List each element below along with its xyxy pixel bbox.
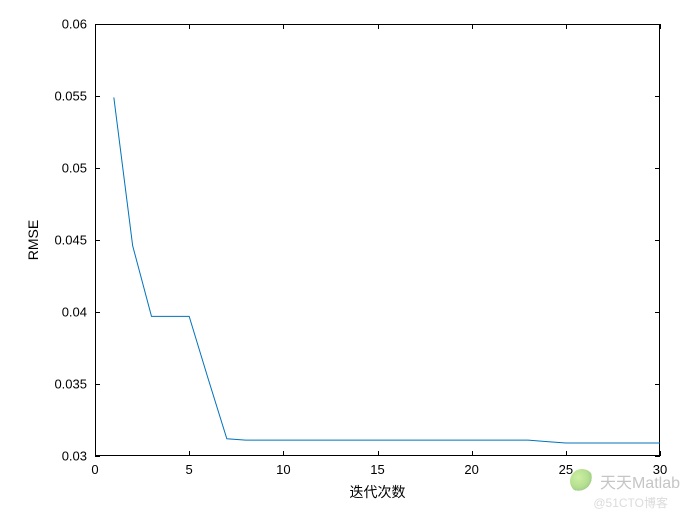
x-tick-top xyxy=(378,24,379,29)
y-tick-label: 0.035 xyxy=(54,377,87,392)
y-tick xyxy=(95,384,100,385)
y-tick-right xyxy=(655,168,660,169)
y-tick-label: 0.06 xyxy=(62,17,87,32)
y-tick-right xyxy=(655,24,660,25)
x-tick-label: 10 xyxy=(276,462,290,477)
x-axis-label: 迭代次数 xyxy=(350,482,406,502)
x-tick xyxy=(283,451,284,456)
y-tick xyxy=(95,240,100,241)
rmse-line xyxy=(114,97,660,443)
y-tick xyxy=(95,312,100,313)
x-tick-label: 20 xyxy=(464,462,478,477)
y-tick-label: 0.03 xyxy=(62,449,87,464)
y-tick-right xyxy=(655,384,660,385)
x-tick-label: 30 xyxy=(653,462,667,477)
x-tick-top xyxy=(283,24,284,29)
y-tick xyxy=(95,168,100,169)
x-tick xyxy=(472,451,473,456)
y-tick-label: 0.05 xyxy=(62,161,87,176)
y-tick-label: 0.055 xyxy=(54,89,87,104)
x-tick-top xyxy=(660,24,661,29)
figure-container: 0 5 10 15 20 25 30 0.03 0.035 0.04 0.045 0.05 0.055 0… xyxy=(0,0,700,525)
y-tick xyxy=(95,24,100,25)
x-tick-top xyxy=(566,24,567,29)
y-tick-right xyxy=(655,312,660,313)
y-tick-right xyxy=(655,240,660,241)
x-tick xyxy=(566,451,567,456)
y-axis-label: RMSE xyxy=(25,220,41,260)
chart-line-svg xyxy=(0,0,700,525)
x-tick-label: 15 xyxy=(370,462,384,477)
y-tick xyxy=(95,456,100,457)
y-tick-label: 0.04 xyxy=(62,305,87,320)
x-tick xyxy=(660,451,661,456)
x-tick xyxy=(378,451,379,456)
x-tick-label: 5 xyxy=(186,462,193,477)
y-tick-right xyxy=(655,456,660,457)
x-tick-label: 0 xyxy=(91,462,98,477)
y-tick-right xyxy=(655,96,660,97)
y-tick-label: 0.045 xyxy=(54,233,87,248)
x-tick-label: 25 xyxy=(559,462,573,477)
y-tick xyxy=(95,96,100,97)
x-tick xyxy=(189,451,190,456)
x-tick-top xyxy=(189,24,190,29)
x-tick-top xyxy=(472,24,473,29)
